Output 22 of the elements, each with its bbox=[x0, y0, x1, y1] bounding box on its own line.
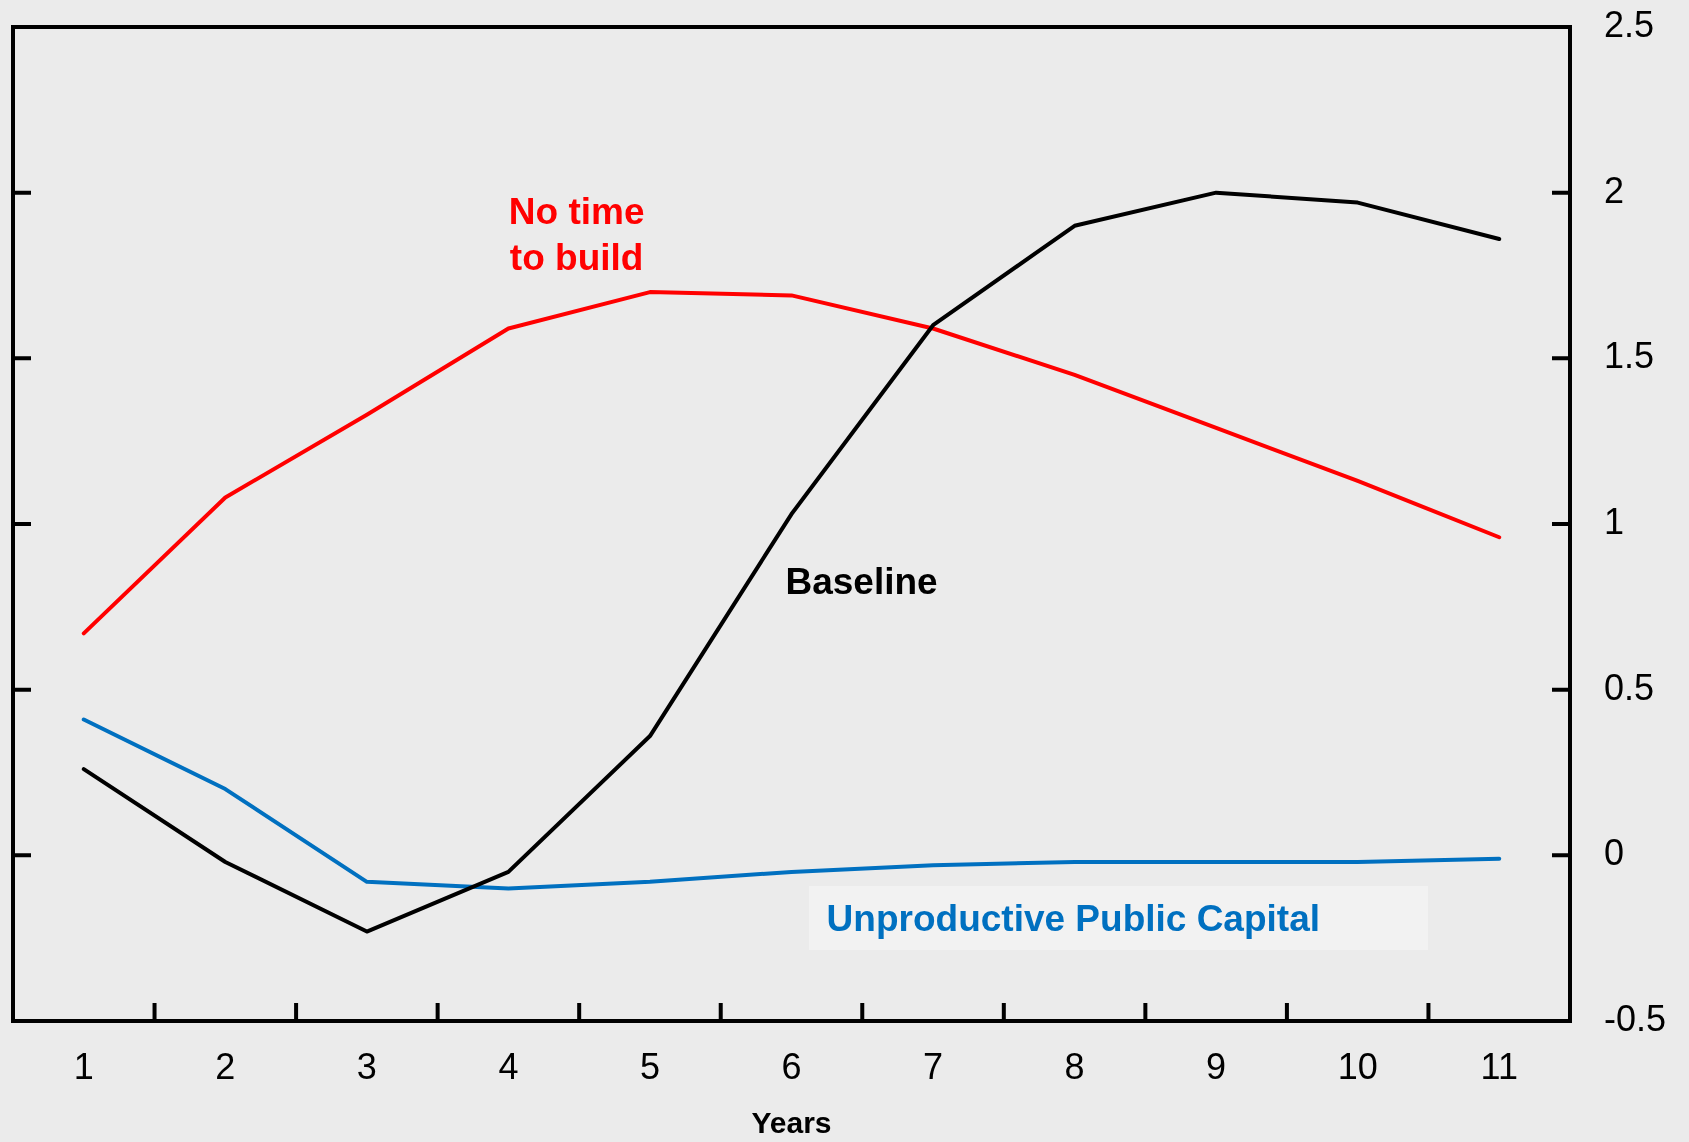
x-tick-label: 6 bbox=[781, 1045, 802, 1087]
x-tick-label: 5 bbox=[639, 1045, 660, 1087]
x-tick-label: 11 bbox=[1480, 1045, 1518, 1087]
x-axis-title: Years bbox=[751, 1106, 832, 1140]
series-label: Baseline bbox=[785, 559, 938, 604]
series-label: No time to build bbox=[507, 189, 646, 280]
series-label: Unproductive Public Capital bbox=[826, 896, 1321, 941]
x-tick-label: 1 bbox=[73, 1045, 94, 1087]
y-tick-label: 2.5 bbox=[1604, 3, 1655, 45]
x-tick-label: 8 bbox=[1064, 1045, 1085, 1087]
x-tick-label: 9 bbox=[1206, 1045, 1227, 1087]
y-tick-label: 1.5 bbox=[1604, 335, 1655, 377]
y-tick-label: 0 bbox=[1604, 832, 1625, 874]
x-tick-label: 7 bbox=[923, 1045, 944, 1087]
y-tick-label: 0.5 bbox=[1604, 666, 1655, 708]
y-tick-label: 2 bbox=[1604, 169, 1625, 211]
x-tick-label: 2 bbox=[215, 1045, 236, 1087]
x-tick-label: 10 bbox=[1337, 1045, 1378, 1087]
x-tick-label: 4 bbox=[498, 1045, 519, 1087]
y-tick-label: 1 bbox=[1604, 500, 1625, 542]
x-tick-label: 3 bbox=[356, 1045, 377, 1087]
y-tick-label: -0.5 bbox=[1604, 997, 1667, 1039]
